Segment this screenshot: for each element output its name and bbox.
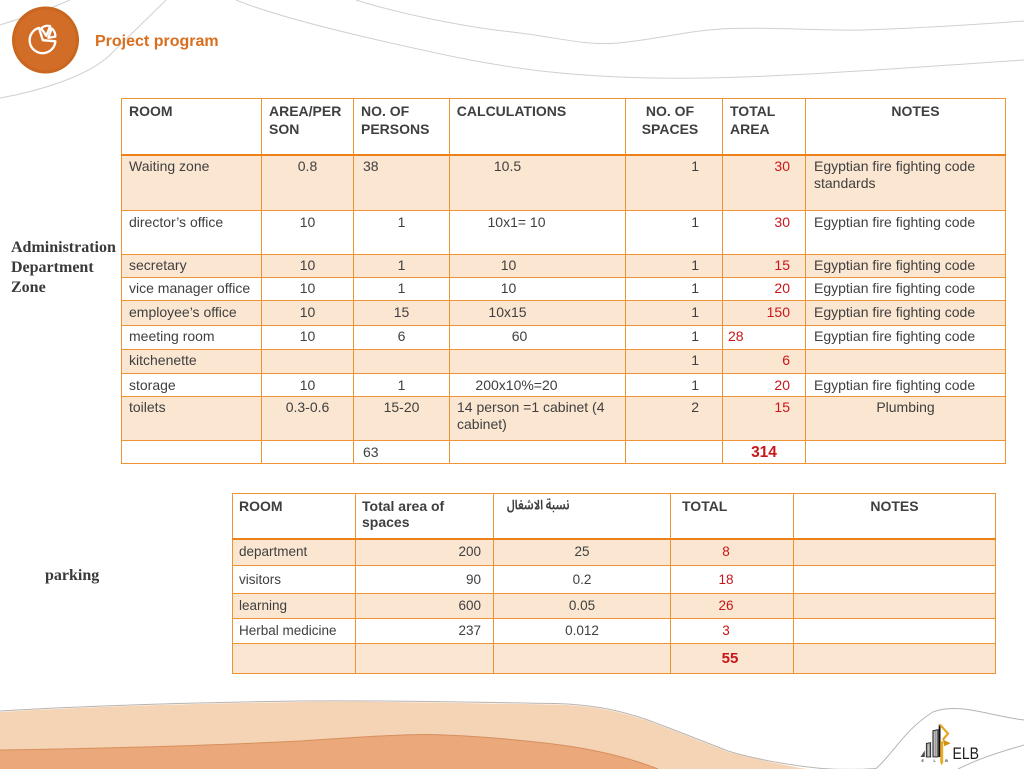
svg-text:ELB: ELB xyxy=(953,745,980,763)
svg-text:E L B: E L B xyxy=(922,759,953,763)
